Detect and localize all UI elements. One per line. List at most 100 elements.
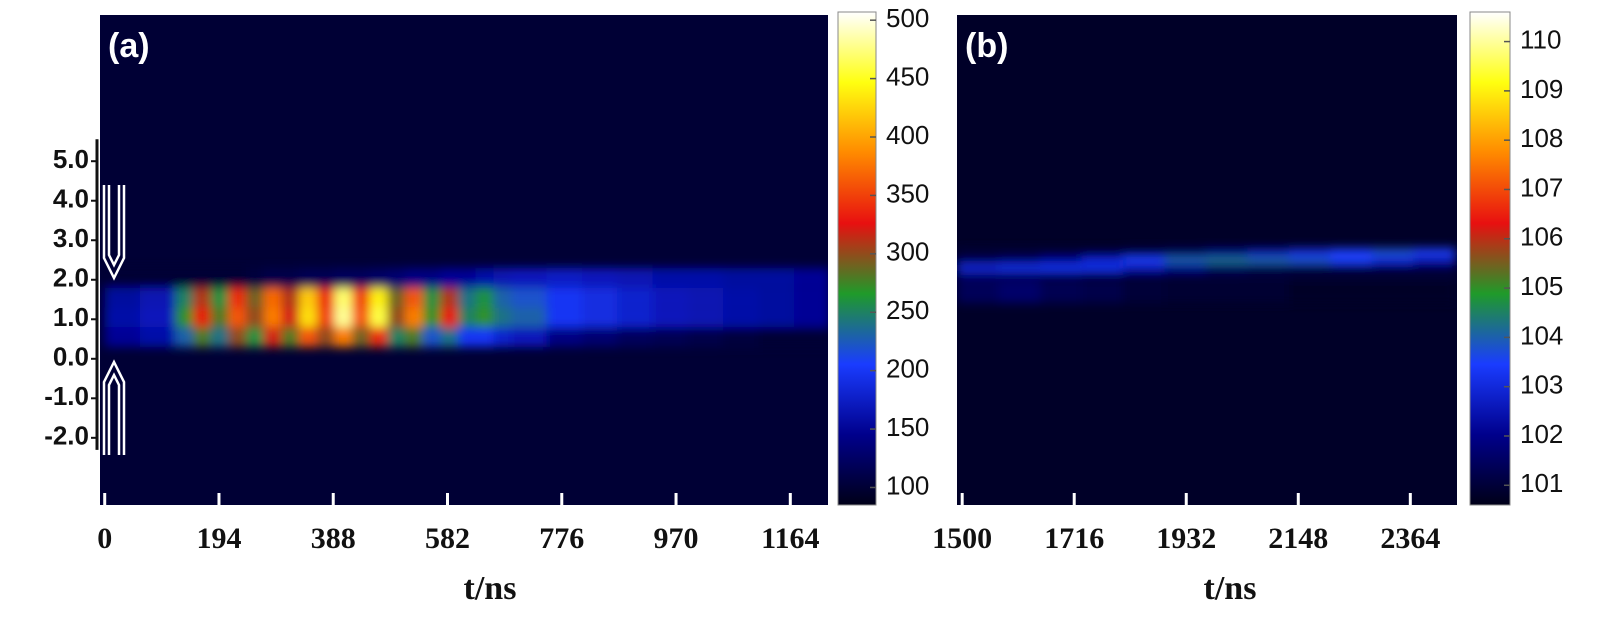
heat-cell <box>1122 248 1165 257</box>
heat-cell <box>1288 248 1331 257</box>
x-axis-label: t/ns <box>464 570 517 607</box>
heat-cell <box>210 327 229 347</box>
y-tick-label: 3.0 <box>53 223 89 253</box>
x-tick-label: 1932 <box>1156 522 1216 555</box>
heat-cell <box>1413 248 1456 257</box>
heat-cell <box>793 327 828 347</box>
heat-cell <box>440 287 459 308</box>
heat-cell <box>1288 263 1331 272</box>
heat-cell <box>1164 263 1207 272</box>
x-tick-label: 1716 <box>1044 522 1104 555</box>
heat-cell <box>1247 248 1290 257</box>
heat-cell <box>104 267 141 288</box>
y-tick-label: 5.0 <box>53 144 89 174</box>
heat-cell <box>316 267 335 288</box>
heat-cell <box>998 248 1041 257</box>
heat-cell <box>281 267 300 288</box>
heat-cell <box>475 287 494 308</box>
colorbar-tick-label: 100 <box>886 470 929 500</box>
heat-cell <box>1039 271 1082 280</box>
heat-cell <box>175 287 194 308</box>
y-tick-label: -1.0 <box>44 381 89 411</box>
colorbar <box>837 11 877 506</box>
heat-cell <box>210 267 229 288</box>
y-tick-label: 2.0 <box>53 263 89 293</box>
heat-cell <box>422 327 441 347</box>
heat-cell <box>1247 279 1290 304</box>
heat-cell <box>1122 263 1165 272</box>
colorbar-tick-label: 200 <box>886 354 929 384</box>
colorbar-tick-label: 101 <box>1520 468 1563 498</box>
heat-cell <box>652 307 689 328</box>
heat-cell <box>175 267 194 288</box>
x-axis-label: t/ns <box>1204 570 1257 607</box>
heat-cell <box>440 307 459 328</box>
heat-cell <box>263 267 282 288</box>
heat-cell <box>998 256 1041 264</box>
heat-cell <box>493 267 512 288</box>
heat-cell <box>1371 271 1414 280</box>
heat-cell <box>1247 271 1290 280</box>
heat-cell <box>546 307 583 328</box>
heat-cell <box>1205 256 1248 264</box>
plot-background <box>100 15 828 505</box>
heat-cell <box>793 267 828 288</box>
heat-cell <box>387 327 406 347</box>
heat-cell <box>352 267 371 288</box>
heat-cell <box>475 267 494 288</box>
heat-cell <box>193 327 212 347</box>
colorbar-tick-label: 250 <box>886 295 929 325</box>
heat-cell <box>1288 279 1331 304</box>
heat-cell <box>957 248 999 257</box>
heat-cell <box>493 327 512 347</box>
heat-cell <box>957 256 999 264</box>
colorbar-tick-label: 106 <box>1520 222 1563 252</box>
heat-cell <box>617 327 653 347</box>
heatmap-cells <box>957 248 1456 304</box>
colorbar-tick-label: 400 <box>886 120 929 150</box>
heat-cell <box>723 307 759 328</box>
heat-cell <box>1247 256 1290 264</box>
heat-cell <box>316 307 335 328</box>
heat-cell <box>723 327 759 347</box>
heat-cell <box>140 267 176 288</box>
heat-cell <box>1371 279 1414 304</box>
heat-cell <box>1039 263 1082 272</box>
heat-cell <box>1371 263 1414 272</box>
heat-cell <box>493 287 512 308</box>
heat-cell <box>458 267 477 288</box>
heat-cell <box>193 307 212 328</box>
heat-cell <box>387 307 406 328</box>
heat-cell <box>281 307 300 328</box>
heat-cell <box>440 327 459 347</box>
heat-cell <box>758 267 795 288</box>
heat-cell <box>210 307 229 328</box>
heat-cell <box>352 307 371 328</box>
heat-cell <box>758 327 795 347</box>
x-tick-label: 1500 <box>932 522 992 555</box>
x-tick-label: 388 <box>311 522 356 555</box>
heat-cell <box>581 267 618 288</box>
heat-cell <box>1205 279 1248 304</box>
y-tick-label: 1.0 <box>53 302 89 332</box>
heat-cell <box>246 267 265 288</box>
heat-cell <box>422 307 441 328</box>
heat-cell <box>1413 271 1456 280</box>
colorbar-tick-label: 104 <box>1520 320 1563 350</box>
heat-cell <box>422 267 441 288</box>
heat-cell <box>957 271 999 280</box>
heat-cell <box>687 327 724 347</box>
heat-cell <box>1330 279 1373 304</box>
heat-cell <box>405 267 424 288</box>
heat-cell <box>581 287 618 308</box>
heat-cell <box>687 287 724 308</box>
heat-cell <box>723 287 759 308</box>
heat-cell <box>299 327 318 347</box>
heat-cell <box>652 287 689 308</box>
heat-cell <box>475 327 494 347</box>
heat-cell <box>316 287 335 308</box>
heat-cell <box>1330 256 1373 264</box>
heat-cell <box>758 287 795 308</box>
heat-cell <box>1205 271 1248 280</box>
heat-cell <box>299 307 318 328</box>
